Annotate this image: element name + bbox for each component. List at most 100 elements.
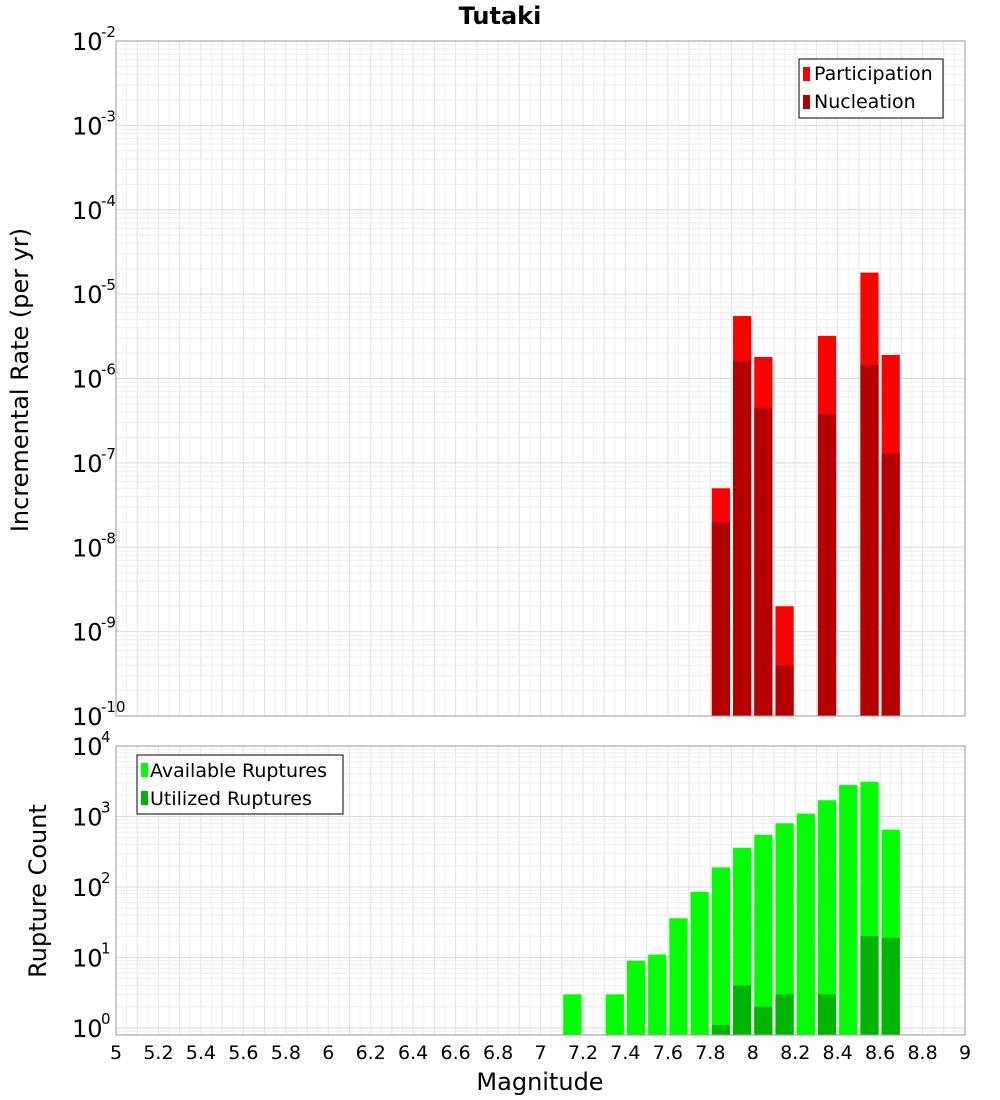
rate-y-tick-exponent: -8 (101, 529, 116, 547)
participation-legend-label: Participation (814, 63, 933, 85)
x-tick-label: 5 (110, 1042, 122, 1064)
rate-y-tick-exponent: -2 (101, 23, 116, 41)
count-bar-a (690, 891, 709, 1035)
rate-plot-border (115, 40, 966, 717)
available-legend-label: Available Ruptures (150, 760, 327, 782)
x-tick-label: 7.2 (568, 1042, 598, 1064)
x-tick-label: 6.2 (356, 1042, 386, 1064)
rate-y-tick-exponent: -7 (101, 445, 116, 463)
rate-bar-b (733, 361, 752, 716)
rate-y-tick-label: 10 (72, 703, 103, 731)
available-legend-swatch (141, 763, 148, 777)
rate-bars (711, 272, 900, 716)
count-y-tick-label: 10 (72, 874, 103, 902)
rate-y-tick-label: 10 (72, 281, 103, 309)
x-tick-label: 7.6 (653, 1042, 683, 1064)
rate-y-tick-label: 10 (72, 112, 103, 140)
x-tick-label: 8.4 (823, 1042, 853, 1064)
rate-panel: 10-210-310-410-510-610-710-810-910-10 In… (6, 23, 966, 731)
count-bar-a (775, 823, 794, 1035)
rate-bar-b (817, 413, 837, 716)
rate-bar-b (860, 364, 879, 716)
count-bar-a (648, 954, 667, 1035)
count-bar-b (754, 1006, 773, 1035)
count-bar-a (839, 784, 858, 1035)
count-bar-b (817, 994, 837, 1035)
count-bar-b (860, 936, 879, 1035)
count-y-tick-label: 10 (72, 803, 103, 831)
x-axis-label: Magnitude (476, 1068, 603, 1096)
x-tick-label: 5.4 (186, 1042, 216, 1064)
x-ticks: 5 5.2 5.4 5.6 5.8 6 6.2 6.4 6.6 6.8 7 7.2 7.4 7.6 7.8 8… (110, 1042, 971, 1064)
count-bar-a (605, 994, 624, 1035)
count-bar-b (733, 985, 752, 1035)
count-legend-box (136, 754, 344, 815)
rate-bar-b (711, 521, 731, 716)
count-bars (563, 781, 900, 1035)
rate-y-ticks: 10-210-310-410-510-610-710-810-910-10 (72, 23, 126, 731)
count-y-tick-exponent: 2 (101, 869, 111, 887)
rate-y-tick-label: 10 (72, 197, 103, 225)
rate-legend: Participation Nucleation (798, 58, 944, 119)
x-tick-label: 5.8 (271, 1042, 301, 1064)
utilized-legend-label: Utilized Ruptures (150, 788, 312, 810)
count-y-tick-exponent: 0 (101, 1010, 111, 1028)
participation-legend-swatch (803, 67, 810, 81)
count-y-tick-label: 10 (72, 733, 103, 761)
rate-y-axis-label: Incremental Rate (per yr) (6, 228, 34, 532)
count-plot-border (115, 745, 966, 1036)
rate-y-tick-exponent: -4 (101, 192, 116, 210)
count-bar-a (817, 800, 837, 1035)
rate-bar-b (754, 407, 773, 716)
rate-grid (115, 41, 966, 717)
count-y-tick-exponent: 3 (101, 798, 111, 816)
chart-title: Tutaki (459, 2, 542, 30)
rate-y-tick-exponent: -9 (101, 614, 116, 632)
count-bar-a (796, 813, 815, 1035)
rate-y-tick-exponent: -5 (101, 276, 116, 294)
count-y-tick-exponent: 4 (101, 728, 111, 746)
rate-y-tick-label: 10 (72, 619, 103, 647)
x-tick-label: 6.6 (440, 1042, 470, 1064)
x-tick-label: 9 (959, 1042, 971, 1064)
x-tick-label: 8 (747, 1042, 759, 1064)
rate-y-tick-label: 10 (72, 28, 103, 56)
x-tick-label: 7 (534, 1042, 546, 1064)
x-tick-label: 8.2 (780, 1042, 810, 1064)
rate-y-tick-exponent: -3 (101, 107, 116, 125)
count-bar-a (669, 918, 688, 1035)
count-bar-a (711, 867, 731, 1035)
rate-y-tick-label: 10 (72, 450, 103, 478)
count-bar-a (626, 960, 646, 1035)
rate-y-tick-label: 10 (72, 366, 103, 394)
x-tick-label: 8.6 (865, 1042, 895, 1064)
utilized-legend-swatch (141, 791, 148, 805)
count-bar-b (881, 937, 900, 1035)
count-y-axis-label: Rupture Count (24, 804, 52, 978)
rate-y-tick-label: 10 (72, 534, 103, 562)
x-tick-label: 7.8 (695, 1042, 725, 1064)
count-y-tick-exponent: 1 (101, 939, 111, 957)
nucleation-legend-swatch (803, 95, 810, 109)
count-bar-a (563, 994, 582, 1035)
rate-y-tick-exponent: -6 (101, 361, 116, 379)
x-tick-label: 6 (322, 1042, 334, 1064)
x-tick-label: 8.8 (907, 1042, 937, 1064)
rate-bar-b (775, 665, 794, 716)
x-tick-label: 6.8 (483, 1042, 513, 1064)
count-bar-b (775, 994, 794, 1035)
count-y-tick-label: 10 (72, 944, 103, 972)
count-bar-b (711, 1025, 731, 1035)
count-legend: Available Ruptures Utilized Ruptures (136, 754, 344, 815)
x-tick-label: 6.4 (398, 1042, 428, 1064)
x-tick-label: 5.2 (143, 1042, 173, 1064)
x-tick-label: 5.6 (228, 1042, 258, 1064)
rate-y-tick-exponent: -10 (101, 698, 126, 716)
count-bar-a (754, 834, 773, 1035)
rate-legend-box (798, 58, 944, 119)
rate-bar-b (881, 453, 900, 716)
x-tick-label: 7.4 (610, 1042, 640, 1064)
